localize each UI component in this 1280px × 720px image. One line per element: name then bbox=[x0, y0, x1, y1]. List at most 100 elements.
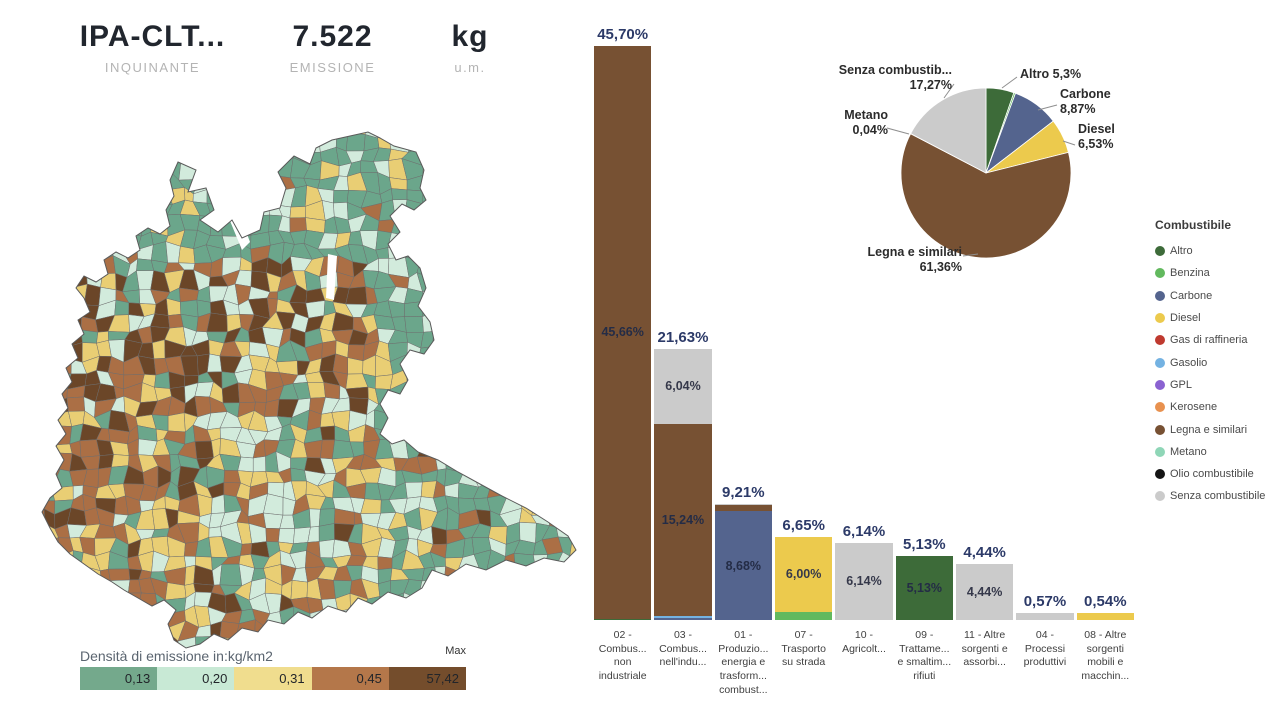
municipality-cell[interactable] bbox=[432, 341, 449, 358]
municipality-cell[interactable] bbox=[501, 457, 521, 475]
municipality-cell[interactable] bbox=[112, 193, 123, 209]
municipality-cell[interactable] bbox=[57, 159, 75, 178]
municipality-cell[interactable] bbox=[487, 469, 509, 487]
municipality-cell[interactable] bbox=[472, 451, 489, 475]
municipality-cell[interactable] bbox=[402, 424, 425, 444]
municipality-cell[interactable] bbox=[123, 592, 142, 615]
municipality-cell[interactable] bbox=[43, 270, 61, 289]
municipality-cell[interactable] bbox=[67, 241, 86, 264]
municipality-cell[interactable] bbox=[541, 132, 563, 151]
municipality-cell[interactable] bbox=[404, 395, 420, 418]
municipality-cell[interactable] bbox=[501, 468, 521, 486]
municipality-cell[interactable] bbox=[463, 452, 476, 475]
municipality-cell[interactable] bbox=[378, 596, 397, 612]
municipality-cell[interactable] bbox=[437, 354, 450, 374]
municipality-cell[interactable] bbox=[432, 160, 448, 179]
municipality-cell[interactable] bbox=[457, 257, 480, 279]
municipality-cell[interactable] bbox=[529, 566, 550, 584]
municipality-cell[interactable] bbox=[491, 214, 507, 230]
municipality-cell[interactable] bbox=[98, 227, 112, 249]
municipality-cell[interactable] bbox=[545, 466, 564, 487]
municipality-cell[interactable] bbox=[289, 206, 306, 219]
municipality-cell[interactable] bbox=[320, 102, 337, 121]
municipality-cell[interactable] bbox=[332, 353, 348, 375]
municipality-cell[interactable] bbox=[320, 425, 335, 441]
municipality-cell[interactable] bbox=[586, 304, 588, 321]
municipality-cell[interactable] bbox=[207, 92, 222, 109]
municipality-cell[interactable] bbox=[473, 409, 488, 430]
municipality-cell[interactable] bbox=[291, 107, 312, 124]
bar-segment[interactable]: 45,66% bbox=[594, 45, 652, 619]
municipality-cell[interactable] bbox=[557, 272, 576, 290]
municipality-cell[interactable] bbox=[81, 172, 103, 195]
municipality-cell[interactable] bbox=[43, 371, 53, 385]
bar-segment[interactable]: 6,00% bbox=[774, 536, 833, 612]
municipality-cell[interactable] bbox=[549, 205, 560, 221]
municipality-cell[interactable] bbox=[513, 372, 535, 385]
municipality-cell[interactable] bbox=[569, 610, 588, 626]
municipality-cell[interactable] bbox=[474, 650, 493, 652]
municipality-cell[interactable] bbox=[94, 577, 111, 601]
municipality-cell[interactable] bbox=[361, 634, 382, 649]
choropleth-map-svg[interactable] bbox=[28, 92, 588, 652]
municipality-cell[interactable] bbox=[429, 370, 450, 390]
municipality-cell[interactable] bbox=[530, 245, 551, 263]
municipality-cell[interactable] bbox=[518, 228, 532, 251]
municipality-cell[interactable] bbox=[547, 244, 560, 265]
municipality-cell[interactable] bbox=[514, 465, 536, 483]
municipality-cell[interactable] bbox=[39, 325, 58, 346]
municipality-cell[interactable] bbox=[547, 116, 563, 139]
municipality-cell[interactable] bbox=[485, 297, 509, 318]
municipality-cell[interactable] bbox=[529, 260, 549, 278]
municipality-cell[interactable] bbox=[71, 596, 85, 611]
municipality-cell[interactable] bbox=[517, 132, 537, 151]
municipality-cell[interactable] bbox=[308, 626, 326, 642]
municipality-cell[interactable] bbox=[429, 246, 452, 261]
municipality-cell[interactable] bbox=[66, 215, 87, 235]
municipality-cell[interactable] bbox=[506, 374, 517, 389]
municipality-cell[interactable] bbox=[437, 92, 451, 110]
municipality-cell[interactable] bbox=[107, 178, 129, 195]
municipality-cell[interactable] bbox=[561, 444, 576, 457]
municipality-cell[interactable] bbox=[531, 106, 549, 117]
municipality-cell[interactable] bbox=[165, 145, 182, 161]
municipality-cell[interactable] bbox=[574, 439, 586, 457]
municipality-cell[interactable] bbox=[28, 398, 47, 418]
pie-slices[interactable] bbox=[900, 87, 1072, 259]
municipality-cell[interactable] bbox=[532, 283, 546, 306]
municipality-cell[interactable] bbox=[585, 428, 588, 445]
municipality-cell[interactable] bbox=[41, 356, 55, 373]
municipality-cell[interactable] bbox=[501, 271, 522, 286]
municipality-cell[interactable] bbox=[517, 187, 533, 205]
municipality-cell[interactable] bbox=[53, 270, 75, 289]
municipality-cell[interactable] bbox=[152, 339, 166, 360]
municipality-cell[interactable] bbox=[28, 383, 47, 405]
municipality-cell[interactable] bbox=[543, 383, 565, 405]
municipality-cell[interactable] bbox=[28, 457, 45, 474]
municipality-cell[interactable] bbox=[308, 650, 320, 652]
municipality-cell[interactable] bbox=[587, 245, 588, 261]
municipality-cell[interactable] bbox=[562, 608, 575, 626]
municipality-cell[interactable] bbox=[555, 312, 578, 331]
municipality-cell[interactable] bbox=[122, 103, 144, 124]
municipality-cell[interactable] bbox=[555, 205, 571, 220]
municipality-cell[interactable] bbox=[318, 523, 335, 542]
municipality-cell[interactable] bbox=[167, 412, 186, 433]
municipality-cell[interactable] bbox=[289, 121, 310, 139]
municipality-cell[interactable] bbox=[108, 579, 131, 601]
municipality-cell[interactable] bbox=[261, 624, 285, 642]
municipality-cell[interactable] bbox=[485, 402, 509, 418]
municipality-cell[interactable] bbox=[252, 456, 267, 473]
municipality-cell[interactable] bbox=[415, 241, 439, 261]
bar-segment[interactable] bbox=[774, 611, 833, 620]
municipality-cell[interactable] bbox=[587, 131, 588, 145]
municipality-cell[interactable] bbox=[41, 284, 55, 301]
municipality-cell[interactable] bbox=[541, 175, 564, 191]
municipality-cell[interactable] bbox=[291, 626, 311, 639]
municipality-cell[interactable] bbox=[405, 624, 420, 638]
municipality-cell[interactable] bbox=[488, 227, 508, 249]
municipality-cell[interactable] bbox=[514, 160, 536, 179]
municipality-cell[interactable] bbox=[562, 592, 576, 612]
municipality-cell[interactable] bbox=[28, 92, 41, 109]
municipality-cell[interactable] bbox=[562, 580, 576, 601]
